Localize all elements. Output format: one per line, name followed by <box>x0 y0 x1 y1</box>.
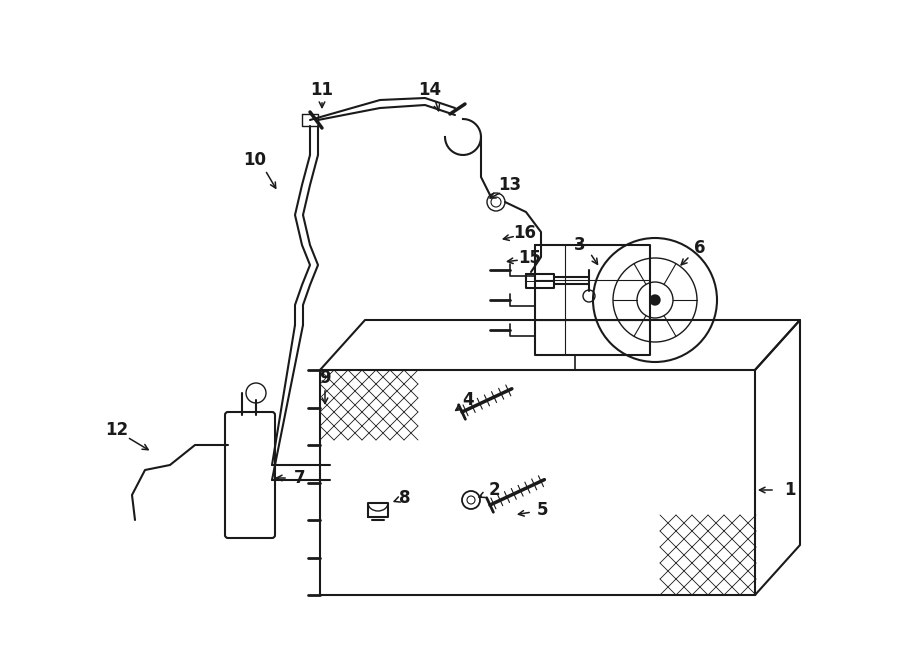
Text: 2: 2 <box>488 481 500 499</box>
Text: 6: 6 <box>694 239 706 257</box>
Text: 16: 16 <box>514 224 536 242</box>
Circle shape <box>650 295 660 305</box>
Text: 5: 5 <box>536 501 548 519</box>
Text: 15: 15 <box>518 249 542 267</box>
Text: 8: 8 <box>400 489 410 507</box>
Text: 7: 7 <box>294 469 306 487</box>
Text: 10: 10 <box>244 151 266 169</box>
Text: 11: 11 <box>310 81 334 99</box>
Text: 9: 9 <box>320 369 331 387</box>
Text: 1: 1 <box>784 481 796 499</box>
Text: 12: 12 <box>105 421 129 439</box>
Text: 13: 13 <box>499 176 522 194</box>
Text: 14: 14 <box>418 81 442 99</box>
Text: 4: 4 <box>463 391 473 409</box>
Text: 3: 3 <box>574 236 586 254</box>
